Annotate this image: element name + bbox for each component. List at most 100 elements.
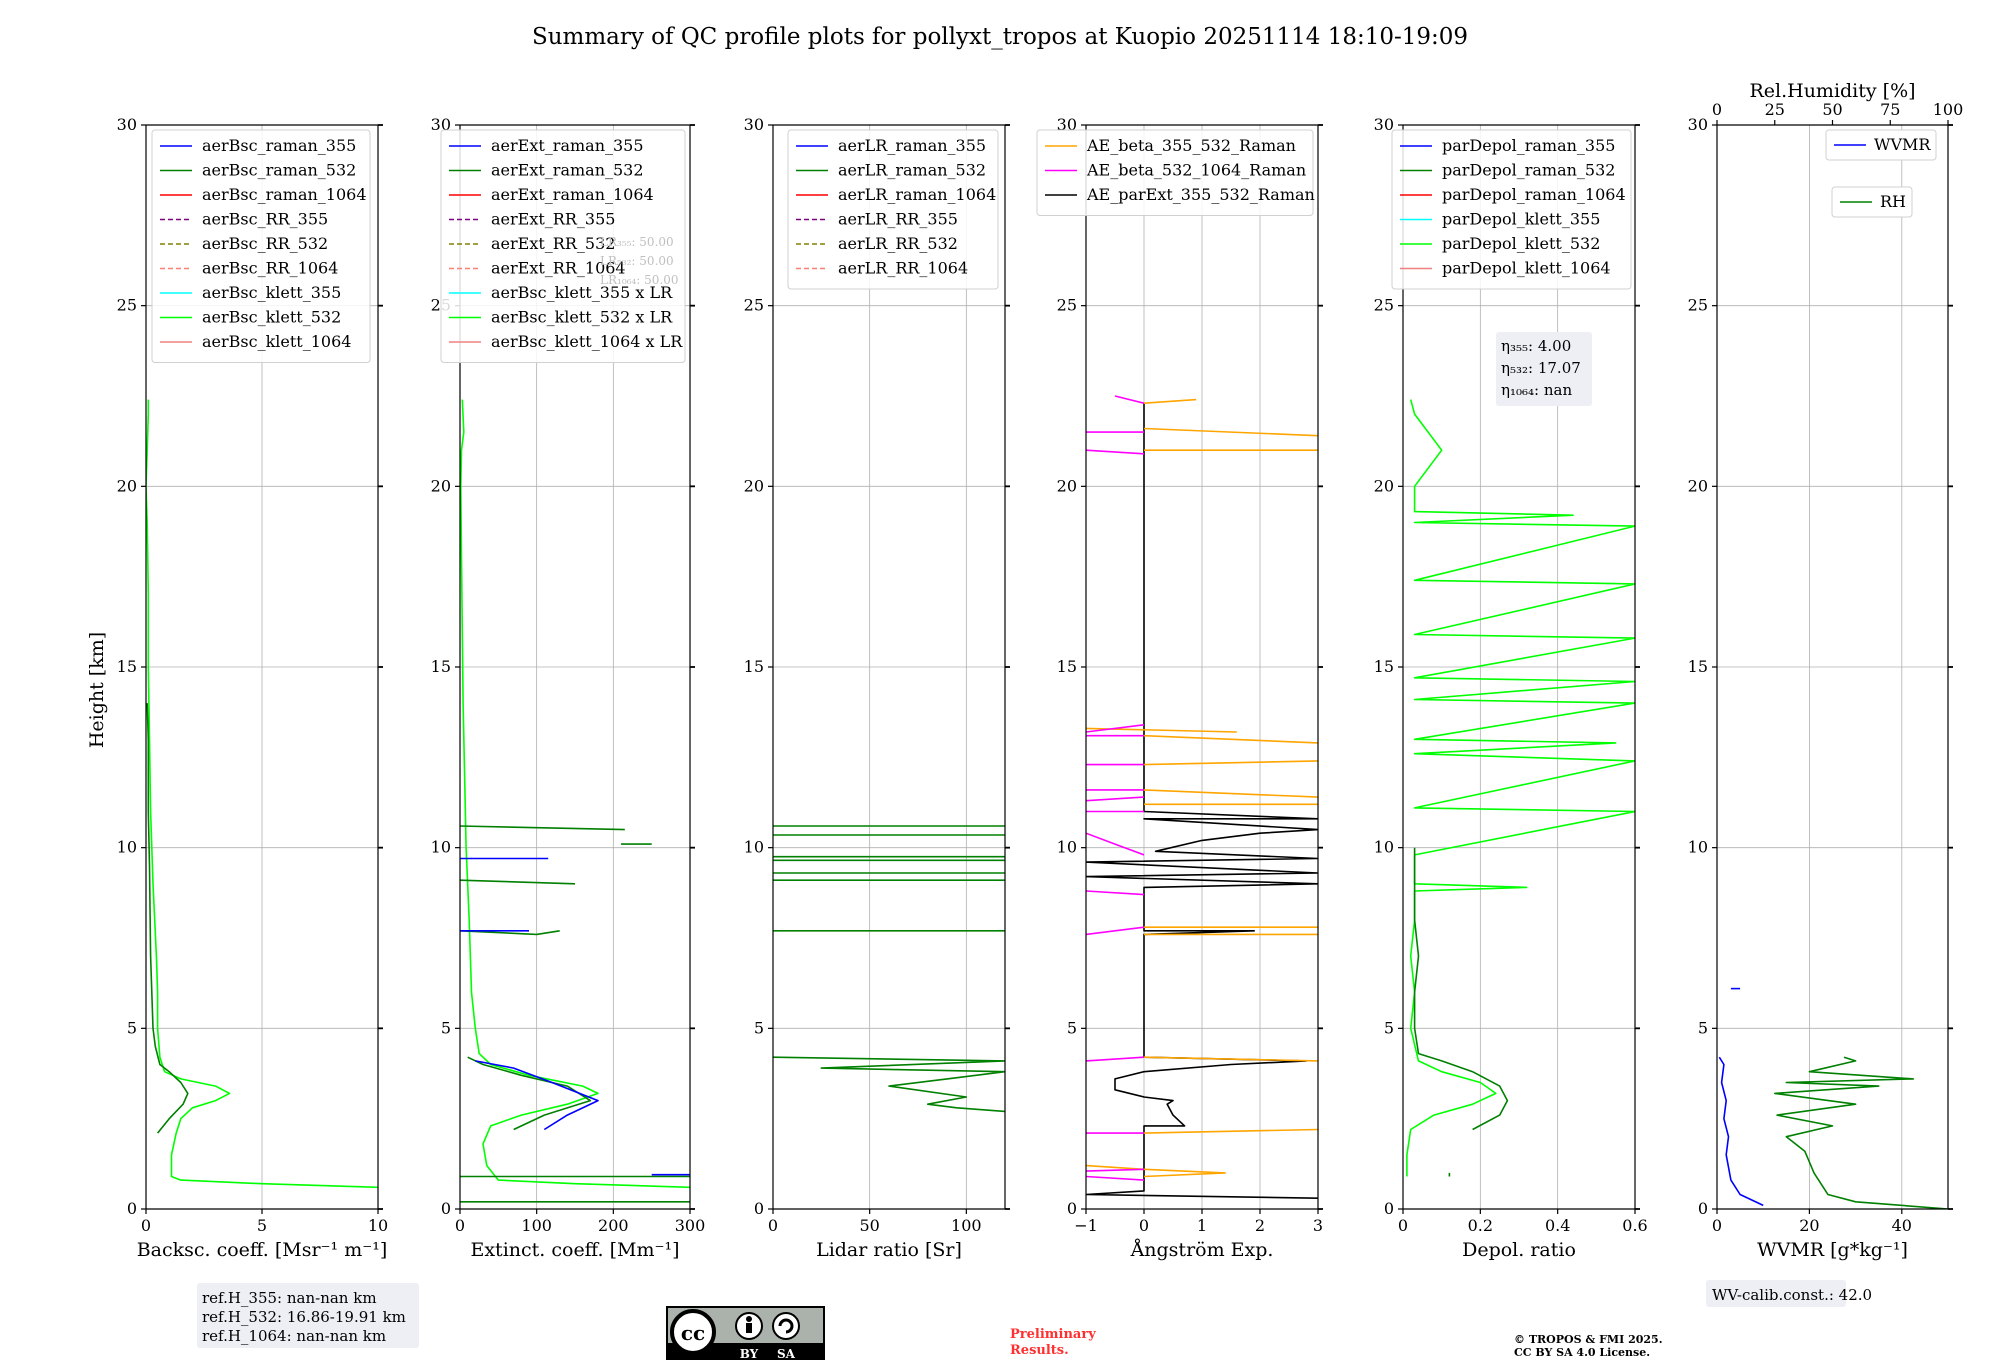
preliminary-line1: Preliminary [1010,1327,1096,1342]
legend-box-bsc [151,129,371,363]
legend-label-bsc-0: aerBsc_raman_355 [202,136,356,155]
badge-by: BY [740,1347,759,1360]
wv-calib-box-bg [1706,1280,1846,1307]
xtick-label-ae-0: −1 [1074,1216,1098,1235]
ytick-label-ext-6: 30 [431,115,451,134]
series-ae-ae-beta-532-1064-raman-14 [1086,1175,1145,1181]
legend-label-wv-0: WVMR [1874,135,1931,154]
legend-label-depol-1: parDepol_raman_532 [1442,161,1615,180]
series-ae-ae-beta-355-532-raman-7 [1143,789,1318,798]
legend-box-depol [1391,129,1632,290]
series-group-lr [773,825,1005,1113]
ytick-label-lr-6: 30 [744,115,764,134]
ytick-label-bsc-6: 30 [117,115,137,134]
ytick-label-depol-3: 15 [1374,657,1394,676]
series-ae-ae-beta-532-1064-raman-17 [1086,1056,1145,1062]
eta-532: η₅₃₂: 17.07 [1501,359,1581,377]
wv-calib-text: WV-calib.const.: 42.0 [1712,1286,1872,1304]
xtick-label-lr-2: 100 [951,1216,982,1235]
series-ae-ae-beta-355-532-raman-3 [1143,1056,1318,1062]
legend-label-depol-3: parDepol_klett_355 [1442,210,1600,229]
xtick-label-lr-1: 50 [859,1216,879,1235]
ytick-label-wv-1: 5 [1698,1018,1708,1037]
ytick-label-ext-3: 15 [431,657,451,676]
series-ext-aerext-raman-355-2 [475,1060,599,1131]
series-ext-aerext-raman-532-10 [460,825,625,831]
xtick-label-wv-1: 20 [1799,1216,1819,1235]
y-axis-label: Height [km] [86,632,108,748]
legend-label-bsc-8: aerBsc_klett_1064 [202,332,351,351]
legend-label-ext-5: aerExt_RR_1064 [491,259,626,278]
series-wv-rh-2 [1774,1056,1948,1209]
series-depol-pardepol-klett-532-0 [1406,399,1635,1177]
series-group-bsc [146,399,378,1189]
ytick-label-bsc-5: 25 [117,296,137,315]
xtick-label-depol-0: 0 [1398,1216,1408,1235]
xtick-label-depol-1: 0.2 [1468,1216,1493,1235]
sa-icon [772,1312,800,1340]
ytick-label-bsc-3: 15 [117,657,137,676]
legend-label-bsc-4: aerBsc_RR_532 [202,234,328,253]
legend-label-ae-2: AE_parExt_355_532_Raman [1086,185,1315,204]
xtick-label-ae-3: 2 [1255,1216,1265,1235]
legend-box-ae [1036,129,1314,216]
legend-box-wv-0 [1825,129,1937,161]
series-ae-ae-beta-532-1064-raman-22 [1086,796,1145,802]
ytick-label-wv-2: 10 [1688,838,1708,857]
ytick-label-depol-0: 0 [1384,1199,1394,1218]
series-bsc-aerbsc-raman-532-1 [146,703,189,1134]
series-ae-ae-beta-355-532-raman-8 [1143,760,1318,766]
xtick-label-depol-3: 0.6 [1622,1216,1647,1235]
badge-sa: SA [777,1347,796,1360]
ytick-label-ae-3: 15 [1057,657,1077,676]
wv-calib-box: WV-calib.const.: 42.0 [1706,1280,1872,1307]
series-bsc-aerbsc-klett-532-0 [146,399,378,1189]
ytick-label-lr-3: 15 [744,657,764,676]
legend-label-ext-7: aerBsc_klett_532 x LR [491,308,673,327]
xtick-label-ae-2: 1 [1197,1216,1207,1235]
legend-label-ext-2: aerExt_raman_1064 [491,185,654,204]
series-ext-aerext-raman-532-8 [460,879,576,885]
legend-label-depol-2: parDepol_raman_1064 [1442,185,1626,204]
legend-label-depol-5: parDepol_klett_1064 [1442,259,1611,278]
series-ae-ae-beta-532-1064-raman-29 [1114,395,1145,404]
ytick-label-lr-5: 25 [744,296,764,315]
ytick-label-wv-4: 20 [1688,476,1708,495]
panel-depol: 0 5 10 15 20 25 30 0 0.2 0.4 0.6 Depol. ratio parDep… [1374,115,1648,1261]
series-group-ext [460,399,690,1203]
legend-label-lr-5: aerLR_RR_1064 [838,259,968,278]
ytick-label-lr-1: 5 [754,1018,764,1037]
ytick-label-lr-0: 0 [754,1199,764,1218]
ref-height-532: ref.H_532: 16.86-19.91 km [202,1308,406,1326]
preliminary-line2: Results. [1010,1343,1069,1358]
series-ae-ae-beta-355-532-raman-2 [1143,1128,1318,1134]
xtick-label-ext-0: 0 [455,1216,465,1235]
ytick-label-ext-4: 20 [431,476,451,495]
ytick-label-ext-1: 5 [441,1018,451,1037]
ytick-label-lr-4: 20 [744,476,764,495]
series-ae-ae-beta-532-1064-raman-20 [1086,832,1145,856]
series-ae-ae-beta-355-532-raman-12 [1143,427,1318,437]
ytick-label-bsc-4: 20 [117,476,137,495]
legend-label-ext-4: aerExt_RR_532 [491,234,615,253]
ref-height-box: ref.H_355: nan-nan km ref.H_532: 16.86-1… [197,1283,419,1348]
xlabel-wv: WVMR [g*kg⁻¹] [1757,1239,1908,1261]
series-group-depol [1406,399,1635,1177]
ytick-label-lr-2: 10 [744,838,764,857]
legend-label-ext-0: aerExt_raman_355 [491,136,644,155]
xtick-label-bsc-1: 5 [257,1216,267,1235]
series-group-wv [1718,987,1948,1209]
legend-label-ae-1: AE_beta_532_1064_Raman [1086,161,1306,180]
legend-label-lr-3: aerLR_RR_355 [838,210,958,229]
series-ae-ae-beta-355-532-raman-9 [1143,734,1318,744]
legend-label-ext-6: aerBsc_klett_355 x LR [491,283,673,302]
cc-logo-icon [670,1309,716,1355]
ytick-label-ae-6: 30 [1057,115,1077,134]
series-group-ae [1086,395,1318,1199]
eta-box: η₃₅₅: 4.00 η₅₃₂: 17.07 η₁₀₆₄: nan [1496,332,1592,406]
ytick-label-ae-4: 20 [1057,476,1077,495]
legend-label-ae-0: AE_beta_355_532_Raman [1086,136,1296,155]
ytick-label-ext-2: 10 [431,838,451,857]
